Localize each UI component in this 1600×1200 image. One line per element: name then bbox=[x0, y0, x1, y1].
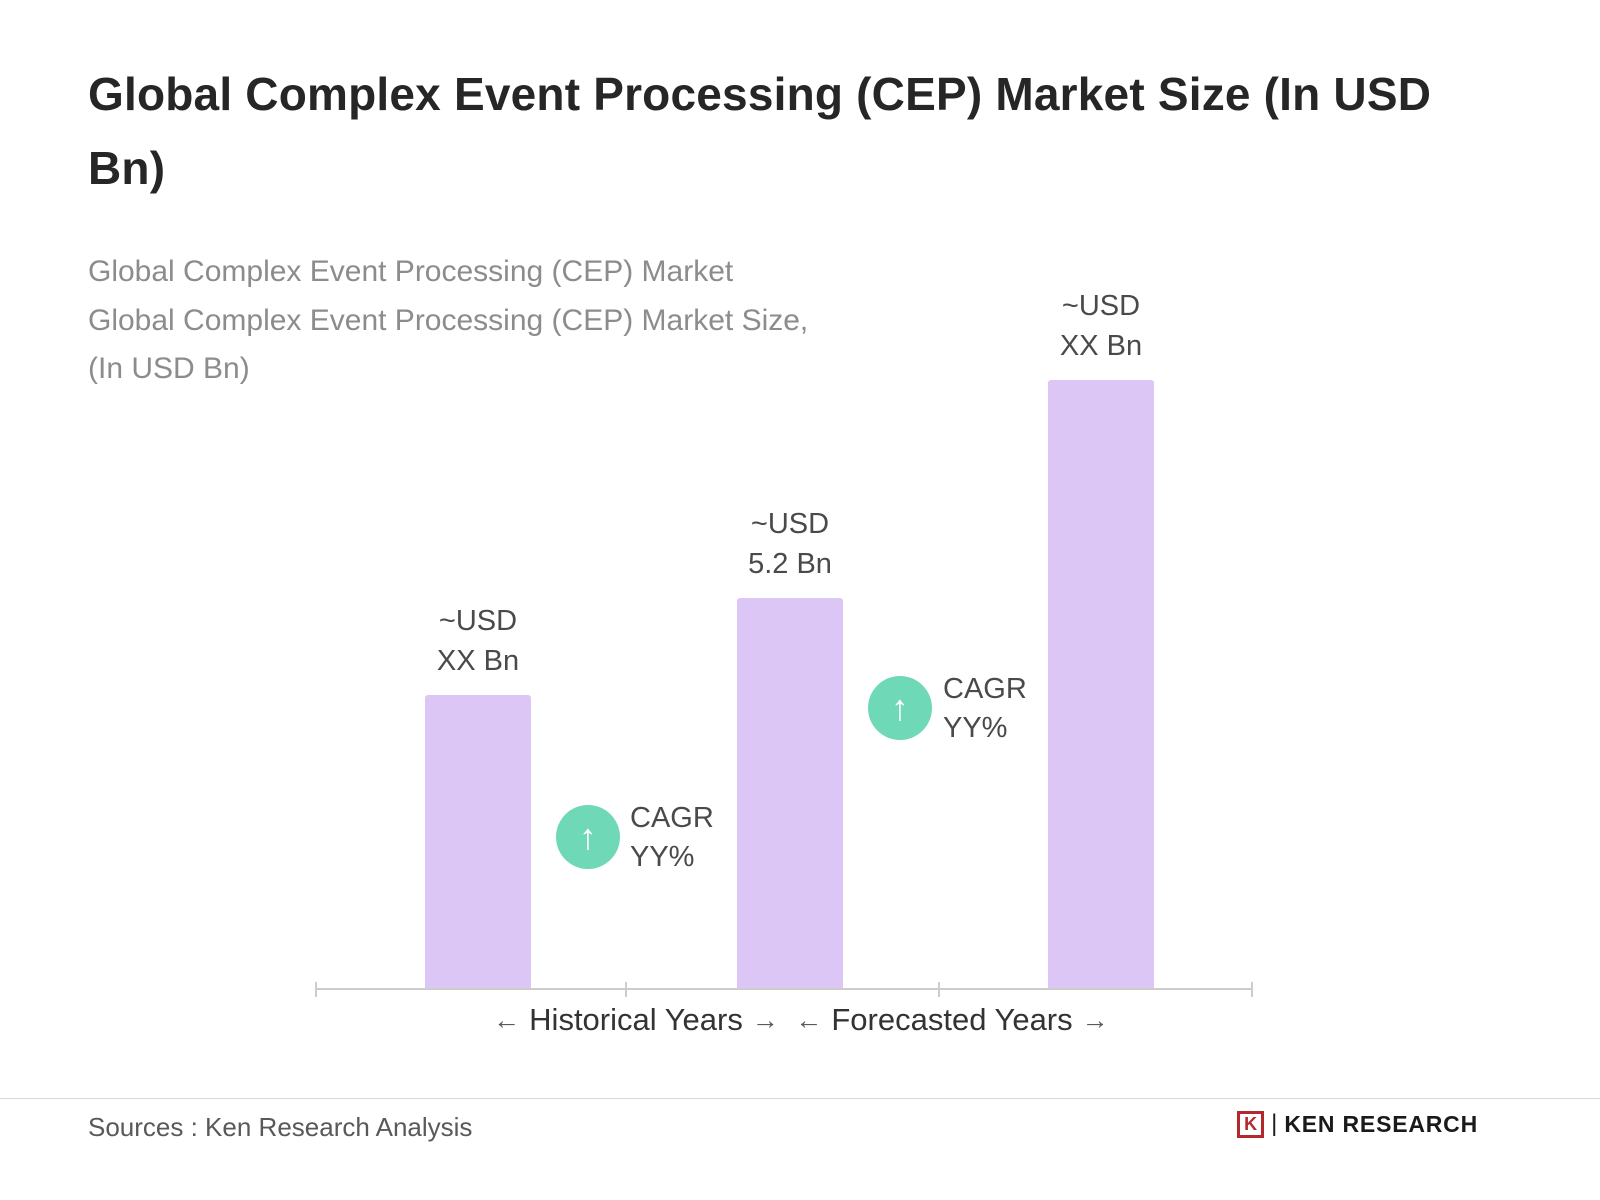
bar-label: ~USD 5.2 Bn bbox=[748, 507, 832, 580]
cagr-badge-circle: ↑ bbox=[556, 805, 620, 869]
page-title: Global Complex Event Processing (CEP) Ma… bbox=[88, 68, 1432, 194]
axis-label-forecasted: ← Forecasted Years → bbox=[786, 1002, 1117, 1038]
axis-tick bbox=[315, 982, 317, 997]
cagr-badge-circle: ↑ bbox=[868, 676, 932, 740]
right-arrow-icon: → bbox=[1081, 1004, 1109, 1035]
bar bbox=[1048, 380, 1154, 988]
axis-label-historical: ← Historical Years → bbox=[484, 1002, 788, 1038]
brand-name: KEN RESEARCH bbox=[1284, 1110, 1478, 1137]
axis-tick bbox=[938, 982, 940, 997]
axis-tick bbox=[625, 982, 627, 997]
bar-label: ~USD XX Bn bbox=[1059, 289, 1143, 362]
chart-subtitle: Global Complex Event Processing (CEP) Ma… bbox=[88, 255, 809, 386]
up-arrow-icon: ↑ bbox=[891, 687, 909, 728]
cagr-label: CAGR YY% bbox=[943, 673, 1027, 745]
source-text: Sources : Ken Research Analysis bbox=[88, 1112, 473, 1142]
x-axis-labels: ← Historical Years → ← Forecasted Years … bbox=[315, 1002, 1253, 1046]
bar bbox=[425, 695, 531, 988]
axis-tick bbox=[1251, 982, 1253, 997]
footer-divider bbox=[0, 1098, 1600, 1099]
left-arrow-icon: ← bbox=[795, 1004, 823, 1035]
axis-label-text: Historical Years bbox=[529, 1002, 743, 1037]
ken-research-logo-icon: K bbox=[1237, 1110, 1265, 1138]
axis-label-text: Forecasted Years bbox=[831, 1002, 1073, 1037]
bar-label: ~USD XX Bn bbox=[436, 604, 520, 677]
bar-chart: ~USD XX Bn ~USD 5.2 Bn ~USD XX Bn bbox=[315, 280, 1253, 997]
brand-logo: K | KEN RESEARCH bbox=[1237, 1110, 1478, 1138]
logo-separator: | bbox=[1271, 1110, 1278, 1137]
cagr-label: CAGR YY% bbox=[630, 802, 714, 874]
left-arrow-icon: ← bbox=[493, 1004, 521, 1035]
up-arrow-icon: ↑ bbox=[579, 816, 597, 857]
x-axis-line bbox=[315, 988, 1253, 990]
right-arrow-icon: → bbox=[751, 1004, 779, 1035]
bar bbox=[737, 598, 843, 988]
